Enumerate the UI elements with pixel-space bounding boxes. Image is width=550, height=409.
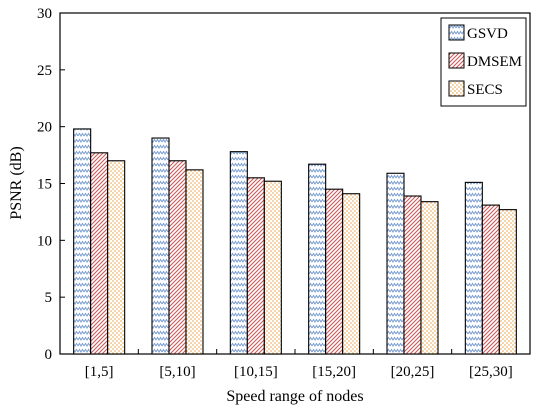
x-tick-label: [20,25] [391, 364, 435, 380]
bar-gsvd-1 [151, 137, 170, 355]
y-tick-label: 10 [37, 233, 52, 249]
bar-secs-0 [107, 160, 126, 355]
bar-dmsem-4 [403, 195, 422, 355]
bar-secs-2 [263, 180, 282, 355]
legend: GSVD DMSEM SECS [440, 17, 527, 107]
bar-gsvd-4 [386, 172, 405, 355]
x-tick-label: [1,5] [85, 364, 114, 380]
bar-secs-1 [185, 169, 204, 355]
bar-dmsem-1 [168, 160, 187, 355]
legend-swatch-secs [448, 80, 465, 97]
x-tick-label: [5,10] [159, 364, 195, 380]
y-tick-label: 20 [37, 120, 52, 136]
bar-secs-4 [420, 201, 439, 355]
x-axis-ticks: [1,5] [5,10] [10,15] [15,20] [20,25] [25,30] [85, 349, 513, 380]
y-tick-label: 5 [45, 290, 53, 306]
bars [73, 128, 517, 355]
y-tick-label: 30 [37, 6, 52, 22]
bar-gsvd-2 [229, 151, 248, 355]
bar-gsvd-3 [308, 163, 327, 355]
bar-secs-3 [342, 193, 361, 355]
legend-label-dmsem: DMSEM [467, 54, 522, 70]
bar-secs-5 [498, 209, 517, 355]
y-tick-label: 15 [37, 177, 52, 193]
x-tick-label: [15,20] [312, 364, 356, 380]
bar-dmsem-0 [90, 152, 109, 355]
bar-gsvd-5 [464, 181, 483, 355]
x-axis-title: Speed range of nodes [226, 388, 363, 405]
bar-dmsem-2 [246, 177, 265, 355]
x-tick-label: [25,30] [469, 364, 513, 380]
legend-swatch-dmsem [448, 52, 465, 69]
x-tick-label: [10,15] [234, 364, 278, 380]
legend-label-secs: SECS [467, 82, 503, 98]
legend-swatch-gsvd [448, 24, 465, 41]
bar-dmsem-5 [481, 204, 500, 355]
bar-dmsem-3 [325, 188, 344, 355]
y-axis-title: PSNR (dB) [8, 146, 25, 219]
y-axis-ticks: 0 5 10 15 20 25 30 [37, 6, 65, 363]
legend-label-gsvd: GSVD [467, 26, 508, 42]
y-tick-label: 25 [37, 63, 52, 79]
y-tick-label: 0 [45, 347, 53, 363]
bar-gsvd-0 [73, 128, 92, 355]
